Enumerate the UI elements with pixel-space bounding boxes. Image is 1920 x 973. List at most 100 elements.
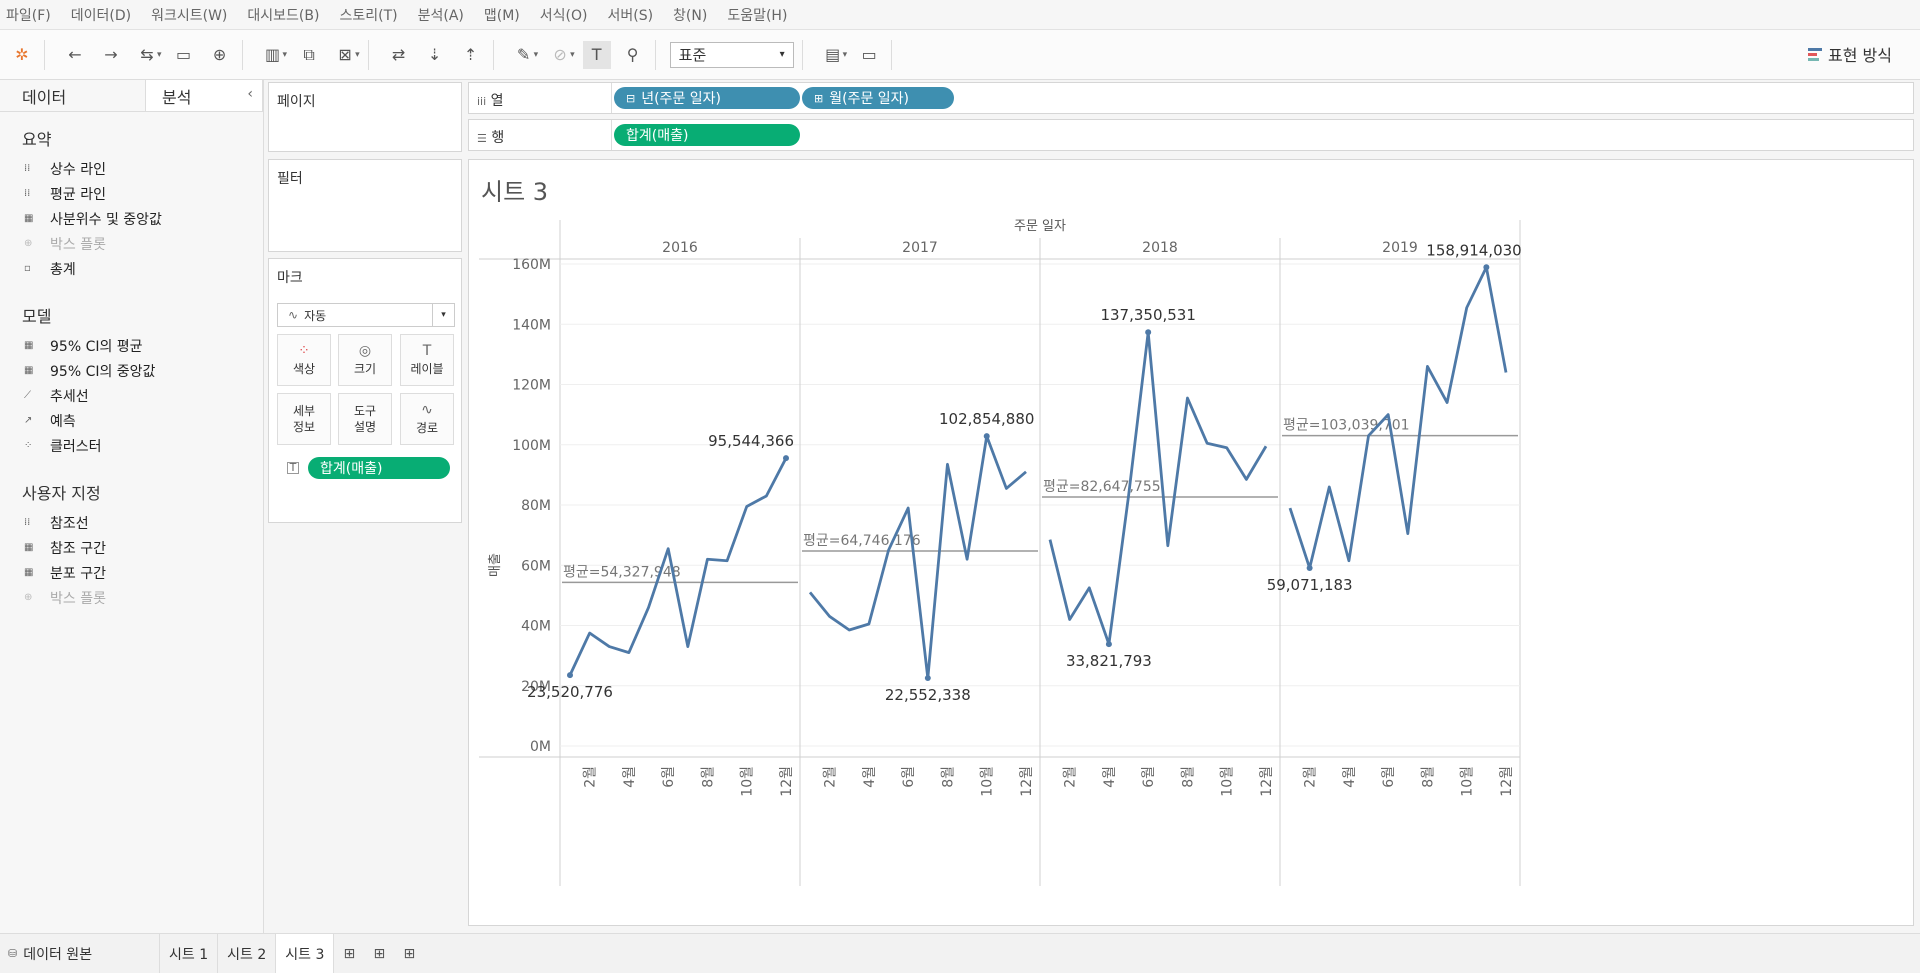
chevron-down-icon[interactable]: ▾ — [157, 49, 162, 60]
toolbar-divider — [654, 39, 656, 70]
show-me-button[interactable]: 표현 방식 — [1808, 42, 1892, 66]
detail-button[interactable]: 세부 정보 — [277, 393, 331, 445]
new-worksheet-icon[interactable]: ▥ — [264, 45, 281, 64]
replay-icon[interactable]: ⇆ — [140, 45, 154, 64]
x-tick-label: 2월 — [583, 766, 599, 788]
x-tick-label: 4월 — [622, 766, 638, 788]
label-button[interactable]: T 레이블 — [400, 334, 454, 386]
color-button[interactable]: ⁘ 색상 — [277, 334, 331, 386]
show-mark-labels-icon[interactable]: T — [582, 40, 611, 69]
shelf-divider — [611, 83, 612, 113]
menu-item-9[interactable]: 창(N) — [673, 7, 708, 24]
rows-shelf-label: ☰ 행 — [477, 127, 504, 147]
new-dashboard-icon[interactable]: ⊞ — [373, 945, 386, 962]
tab-data[interactable]: 데이터 — [22, 87, 67, 107]
row-pill-sum-sales[interactable]: 합계(매출) — [614, 124, 800, 146]
x-tick-label: 4월 — [1342, 766, 1358, 788]
data-label: 95,544,366 — [708, 432, 794, 450]
analytics-item[interactable]: ⁞⁞ 참조선 — [0, 510, 263, 535]
x-tick-label: 10월 — [1460, 766, 1476, 797]
show-hide-cards-icon[interactable]: ▤ — [825, 45, 841, 64]
rows-shelf[interactable]: ☰ 행 합계(매출) — [468, 119, 1914, 151]
analytics-item[interactable]: ↗ 예측 — [0, 408, 263, 433]
sort-descending-icon[interactable]: ⇡ — [463, 45, 478, 64]
marks-sum-sales-pill[interactable]: 합계(매출) — [308, 457, 450, 479]
tab-data-source[interactable]: ⛁ 데이터 원본 — [0, 934, 160, 973]
analytics-item[interactable]: ⟋ 추세선 — [0, 383, 263, 408]
columns-icon: iii — [477, 95, 487, 108]
menu-item-7[interactable]: 서식(O) — [539, 7, 588, 24]
size-button[interactable]: ◎ 크기 — [338, 334, 392, 386]
chevron-down-icon[interactable]: ▾ — [842, 49, 848, 60]
new-worksheet-icon[interactable]: ⊞ — [343, 945, 356, 962]
menu-item-2[interactable]: 워크시트(W) — [151, 7, 228, 24]
column-pill-year[interactable]: ⊟ 년(주문 일자) — [614, 87, 800, 109]
sheet-tab-bar: ⛁ 데이터 원본 시트 1 시트 2 시트 3 ⊞ ⊞ ⊞ — [0, 933, 1920, 973]
tab-sheet-2[interactable]: 시트 2 — [218, 934, 277, 973]
toolbar-divider — [44, 39, 45, 70]
tab-sheet-3[interactable]: 시트 3 — [276, 934, 335, 973]
menu-item-6[interactable]: 맵(M) — [483, 7, 520, 24]
filters-card[interactable]: 필터 — [268, 159, 462, 252]
chevron-down-icon[interactable]: ▾ — [282, 49, 288, 60]
visualization-area: 시트 3 주문 일자 0M 20M 40M 60M 80M 100M 120M 140M 160M… — [468, 159, 1914, 926]
fit-select[interactable]: 표준 ▾ — [669, 41, 794, 68]
new-story-icon[interactable]: ⊞ — [403, 945, 416, 962]
collapse-pane-icon[interactable]: ‹ — [247, 86, 253, 102]
analytics-item[interactable]: ⁞⁞ 상수 라인 — [0, 156, 263, 181]
analytics-item[interactable]: ▦ 분포 구간 — [0, 560, 263, 585]
marks-pill-label: 합계(매출) — [320, 461, 383, 477]
menu-item-1[interactable]: 데이터(D) — [70, 7, 132, 24]
undo-icon[interactable]: ← — [68, 45, 82, 64]
redo-icon[interactable]: → — [104, 45, 118, 64]
x-tick-label: 2월 — [1303, 766, 1319, 788]
column-pill-month[interactable]: ⊞ 월(주문 일자) — [802, 87, 954, 109]
clear-sheet-icon[interactable]: ⊠ — [338, 45, 352, 64]
toolbar-divider — [891, 39, 893, 70]
menu-item-3[interactable]: 대시보드(B) — [247, 7, 320, 24]
analytics-item[interactable]: ▦ 사분위수 및 중앙값 — [0, 206, 263, 231]
fix-axes-icon[interactable]: ⚲ — [626, 45, 639, 64]
chevron-down-icon[interactable]: ▾ — [355, 49, 360, 60]
menu-item-5[interactable]: 분석(A) — [417, 7, 464, 24]
menu-item-0[interactable]: 파일(F) — [6, 7, 51, 24]
mark-type-select[interactable]: ∿ 자동 ▾ — [277, 303, 455, 327]
analytics-item[interactable]: ▦ 참조 구간 — [0, 535, 263, 560]
pages-card[interactable]: 페이지 — [268, 82, 462, 152]
tooltip-button[interactable]: 도구 설명 — [338, 393, 392, 445]
analytics-item[interactable]: ⁘ 클러스터 — [0, 433, 263, 458]
columns-shelf[interactable]: iii 열 ⊟ 년(주문 일자) ⊞ 월(주문 일자) — [468, 82, 1914, 114]
menu-item-8[interactable]: 서버(S) — [607, 7, 654, 24]
tableau-logo-icon[interactable]: ✲ — [15, 45, 29, 64]
menu-item-4[interactable]: 스토리(T) — [339, 7, 398, 24]
analytics-item[interactable]: ▫ 총계 — [0, 256, 263, 281]
tab-sheet-1[interactable]: 시트 1 — [160, 934, 219, 973]
chevron-down-icon[interactable]: ▾ — [570, 49, 575, 60]
chevron-down-icon[interactable]: ▾ — [533, 49, 539, 60]
sort-ascending-icon[interactable]: ⇣ — [427, 45, 442, 64]
highlight-icon[interactable]: ✎ — [516, 45, 531, 64]
path-label: 경로 — [415, 421, 439, 435]
group-members-icon[interactable]: ⊘ — [553, 45, 567, 64]
analytics-item[interactable]: ⊕ 박스 플롯 — [0, 231, 263, 256]
analytics-item[interactable]: ▦ 95% CI의 평균 — [0, 333, 263, 358]
menu-item-10[interactable]: 도움말(H) — [727, 7, 788, 24]
analytics-item[interactable]: ⁞⁞ 평균 라인 — [0, 181, 263, 206]
duplicate-sheet-icon[interactable]: ⧉ — [303, 44, 315, 64]
new-data-source-icon[interactable]: ⊕ — [212, 45, 227, 64]
analytics-item[interactable]: ▦ 95% CI의 중앙값 — [0, 358, 263, 383]
average-label: 평균=64,746,176 — [803, 533, 921, 549]
x-tick-label: 6월 — [1141, 766, 1157, 788]
analytics-item[interactable]: ⊕ 박스 플롯 — [0, 585, 263, 610]
path-button[interactable]: ∿ 경로 — [400, 393, 454, 445]
totals-icon: ▫ — [24, 263, 31, 274]
rows-icon: ☰ — [477, 132, 487, 145]
presentation-mode-icon[interactable]: ▭ — [861, 45, 877, 64]
box-plot-icon: ⊕ — [24, 238, 33, 249]
tab-analytics[interactable]: 분석 — [145, 80, 263, 111]
toolbar-divider — [367, 39, 369, 70]
save-icon[interactable]: ▭ — [175, 45, 192, 64]
shelf-divider — [611, 120, 612, 150]
chevron-down-icon: ▾ — [432, 304, 454, 326]
swap-rows-columns-icon[interactable]: ⇄ — [391, 45, 406, 64]
